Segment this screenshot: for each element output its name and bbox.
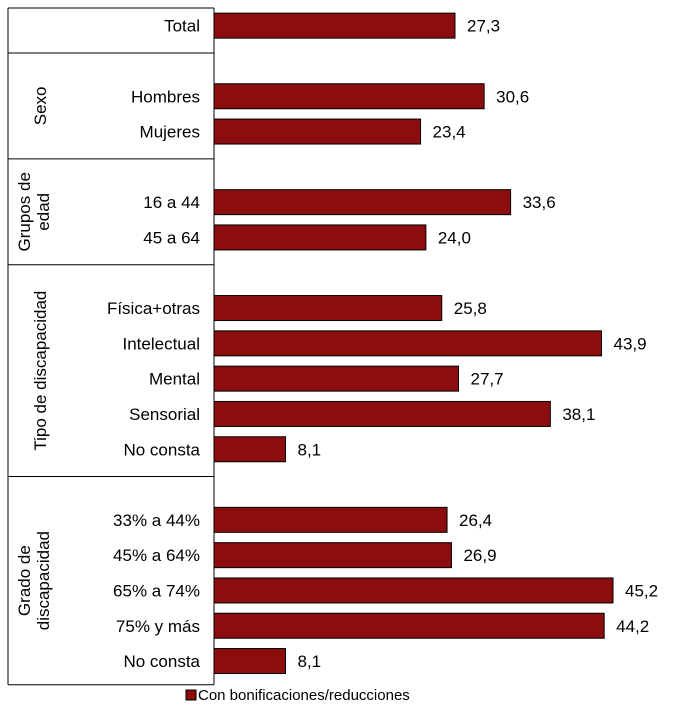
- category-label: No consta: [123, 440, 200, 459]
- value-label: 23,4: [433, 123, 466, 142]
- value-label: 45,2: [625, 581, 658, 600]
- category-label: 33% a 44%: [113, 511, 200, 530]
- bar: [213, 577, 614, 604]
- bar: [213, 506, 448, 533]
- bar: [213, 436, 287, 463]
- value-label: 33,6: [523, 193, 556, 212]
- value-label: 27,3: [467, 17, 500, 36]
- bar: [213, 118, 422, 145]
- category-label: Mujeres: [140, 123, 200, 142]
- category-label: Hombres: [131, 87, 200, 106]
- group-label: discapacidad: [34, 531, 53, 630]
- category-label: Intelectual: [123, 334, 201, 353]
- bar: [213, 83, 485, 110]
- category-label: Física+otras: [107, 299, 200, 318]
- group-label: Tipo de discapacidad: [31, 291, 50, 451]
- bar: [213, 542, 452, 569]
- legend-swatch: [185, 689, 197, 701]
- category-label: Total: [164, 17, 200, 36]
- category-label: 45% a 64%: [113, 546, 200, 565]
- value-label: 26,9: [463, 546, 496, 565]
- category-label: Mental: [149, 370, 200, 389]
- group-label: Grado de: [15, 545, 34, 616]
- category-label: 65% a 74%: [113, 581, 200, 600]
- group-label: Sexo: [31, 87, 50, 126]
- value-label: 24,0: [438, 228, 471, 247]
- bar: [213, 400, 551, 427]
- bar: [213, 612, 605, 639]
- value-label: 25,8: [454, 299, 487, 318]
- bar: [213, 189, 512, 216]
- group-label: Grupos de: [15, 172, 34, 251]
- bar: [213, 648, 287, 675]
- bar: [213, 295, 443, 322]
- group-label: edad: [34, 193, 53, 231]
- category-label: 45 a 64: [143, 228, 200, 247]
- category-label: Sensorial: [129, 405, 200, 424]
- value-label: 43,9: [614, 334, 647, 353]
- value-label: 8,1: [298, 440, 322, 459]
- value-label: 30,6: [496, 87, 529, 106]
- bar: [213, 224, 427, 251]
- value-label: 27,7: [471, 370, 504, 389]
- value-label: 44,2: [616, 617, 649, 636]
- category-label: No consta: [123, 652, 200, 671]
- legend-label: Con bonificaciones/reducciones: [198, 687, 410, 704]
- value-label: 26,4: [459, 511, 492, 530]
- bar: [213, 365, 460, 392]
- bar: [213, 12, 456, 39]
- value-label: 8,1: [298, 652, 322, 671]
- bar: [213, 330, 603, 357]
- category-label: 75% y más: [116, 617, 200, 636]
- category-label: 16 a 44: [143, 193, 200, 212]
- value-label: 38,1: [562, 405, 595, 424]
